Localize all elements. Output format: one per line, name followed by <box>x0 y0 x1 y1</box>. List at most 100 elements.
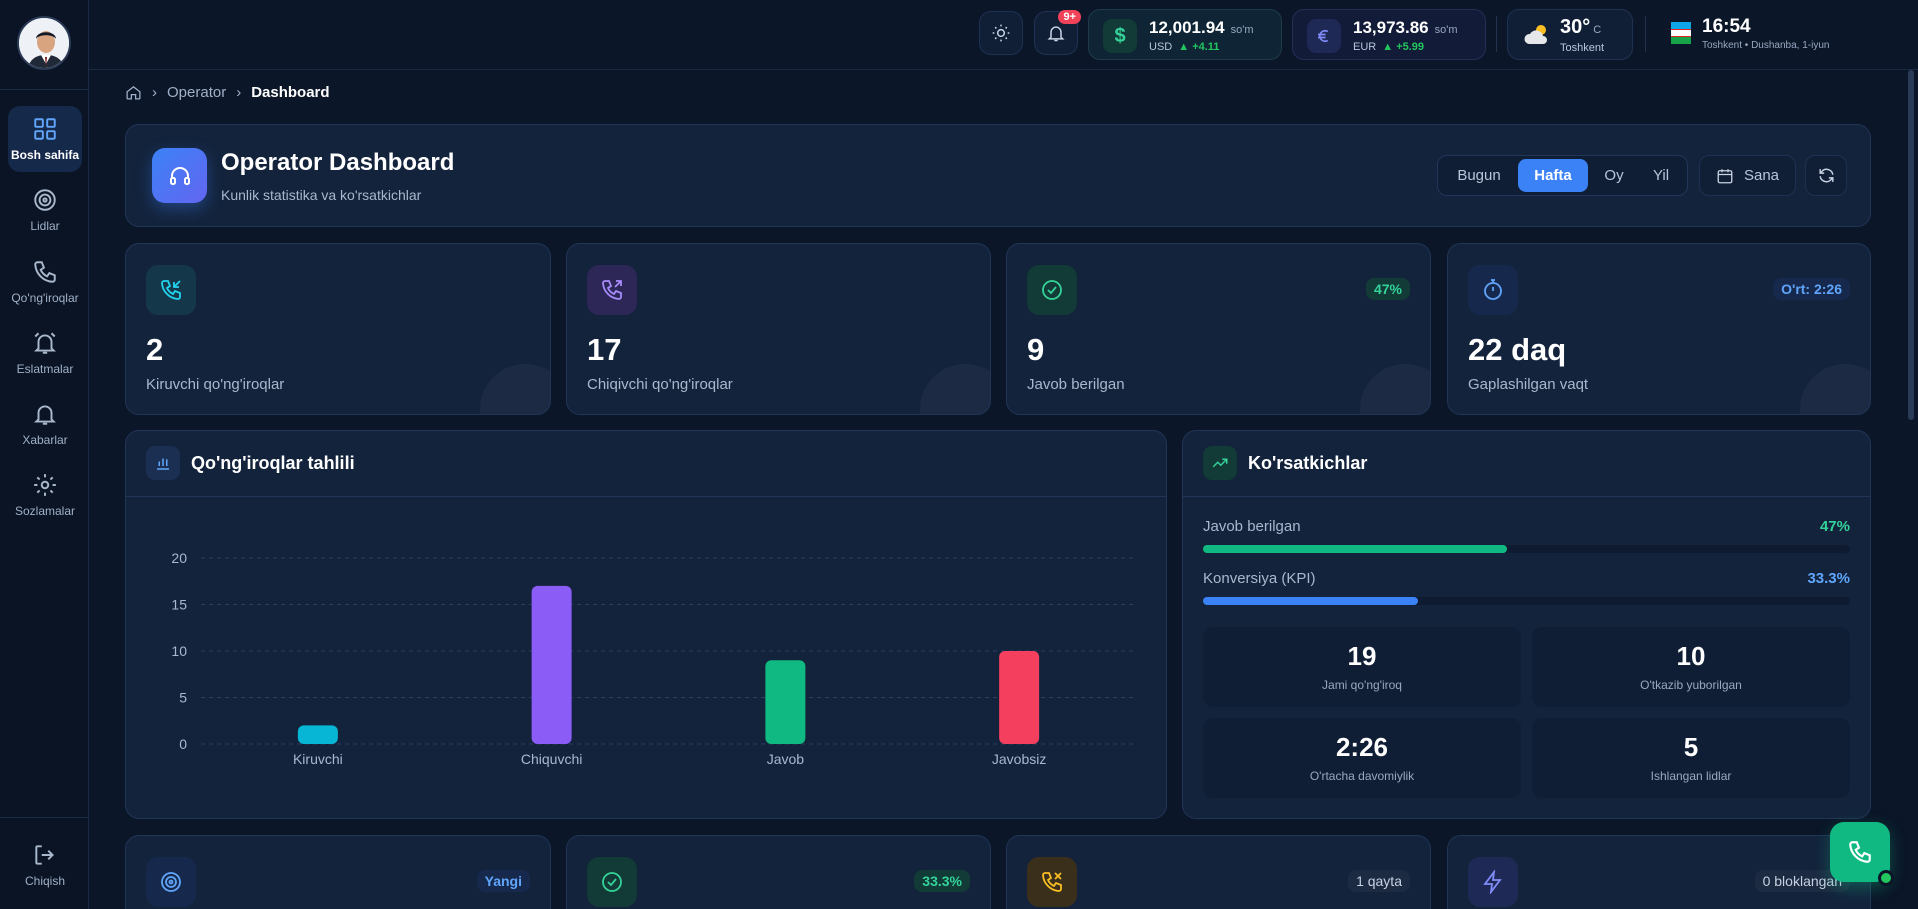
eur-value: 13,973.86 <box>1353 18 1429 37</box>
trending-up-icon <box>1212 458 1228 468</box>
weather-widget[interactable]: 30° C Toshkent <box>1507 9 1633 60</box>
sidebar-divider <box>0 817 89 818</box>
check-circle-icon <box>602 872 622 892</box>
stat-card-callbacks[interactable]: 1 qayta <box>1006 835 1431 909</box>
alarm-icon <box>33 332 57 354</box>
decorative-circle <box>1800 364 1870 414</box>
stat-card-incoming[interactable]: 2 Kiruvchi qo'ng'iroqlar <box>125 243 551 415</box>
stat-card-conversion[interactable]: 33.3% <box>566 835 991 909</box>
sidebar-item-label: Eslatmalar <box>16 362 74 376</box>
sidebar-item-settings[interactable]: Sozlamalar <box>8 462 82 528</box>
sidebar-item-home[interactable]: Bosh sahifa <box>8 106 82 172</box>
mini-stat-label: Jami qo'ng'iroq <box>1322 678 1402 692</box>
logout-button[interactable]: Chiqish <box>8 832 82 898</box>
chart-bars: Kiruvchi Chiquvchi Javob Javobsiz <box>293 585 1046 767</box>
euro-sign-icon <box>1318 29 1329 43</box>
mini-stat-value: 10 <box>1676 641 1706 671</box>
breadcrumb: › Operator › Dashboard <box>125 84 330 101</box>
stat-card-new-leads[interactable]: Yangi <box>125 835 551 909</box>
period-month-button[interactable]: Oy <box>1604 167 1624 184</box>
sidebar-item-reminders[interactable]: Eslatmalar <box>8 320 82 386</box>
usd-rate-widget[interactable]: $ 12,001.94 so'm USD ▲ +4.11 <box>1088 9 1282 60</box>
target-icon <box>34 189 56 211</box>
home-icon[interactable] <box>125 84 142 101</box>
decorative-circle <box>480 364 550 414</box>
lightning-icon <box>1483 870 1502 894</box>
logout-label: Chiqish <box>24 874 66 888</box>
calls-bar-chart: 0 5 10 15 20 Kiruvchi Chiquvchi Javob Javobsiz <box>171 550 1136 767</box>
mini-stat-processed-leads: 5 Ishlangan lidlar <box>1532 718 1850 798</box>
stat-value: 2 <box>146 332 164 367</box>
refresh-icon <box>1818 168 1834 183</box>
stat-icon-box <box>587 265 637 315</box>
panel-icon-box <box>146 446 180 480</box>
breadcrumb-parent[interactable]: Operator <box>167 84 227 101</box>
phone-outgoing-icon <box>602 280 622 300</box>
theme-toggle-button[interactable] <box>979 11 1023 55</box>
usd-rate-sub: USD ▲ +4.11 <box>1149 41 1219 53</box>
stat-icon-box <box>587 857 637 907</box>
stat-card-answered[interactable]: 47% 9 Javob berilgan <box>1006 243 1431 415</box>
period-today-button[interactable]: Bugun <box>1457 167 1501 184</box>
avatar[interactable] <box>17 16 71 70</box>
partly-cloudy-icon <box>1524 25 1547 44</box>
phone-missed-icon <box>1042 872 1062 892</box>
stat-icon-box <box>146 265 196 315</box>
usd-unit: so'm <box>1230 24 1254 36</box>
weather-temp-value: 30° <box>1560 16 1591 38</box>
breadcrumb-current: Dashboard <box>251 84 330 101</box>
mini-stat-value: 2:26 <box>1335 732 1389 762</box>
bar-javobsiz[interactable] <box>999 651 1040 744</box>
sidebar-item-calls[interactable]: Qo'ng'iroqlar <box>8 249 82 315</box>
weather-unit: C <box>1593 24 1602 36</box>
stat-label: Chiqivchi qo'ng'iroqlar <box>587 376 733 393</box>
eur-code: EUR <box>1353 41 1377 53</box>
clock-widget[interactable]: 16:54 Toshkent • Dushanba, 1-iyun <box>1671 12 1918 58</box>
refresh-button[interactable] <box>1805 155 1847 196</box>
check-circle-icon <box>1042 280 1062 300</box>
kpi-label-conversion: Konversiya (KPI) <box>1203 570 1316 587</box>
sidebar-item-leads[interactable]: Lidlar <box>8 177 82 243</box>
callbacks-chip: 1 qayta <box>1348 870 1410 892</box>
kpi-progress-answered <box>1203 545 1850 553</box>
mini-stat-value: 5 <box>1683 732 1699 762</box>
usd-value: 12,001.94 <box>1149 18 1225 37</box>
notifications-button[interactable]: 9+ <box>1034 10 1081 55</box>
stat-label: Gaplashilgan vaqt <box>1468 376 1589 393</box>
period-year-button[interactable]: Yil <box>1652 167 1670 184</box>
topbar-divider <box>1645 16 1646 52</box>
bell-icon <box>1047 26 1065 42</box>
sidebar-item-label: Sozlamalar <box>14 504 76 518</box>
stat-card-outgoing[interactable]: 17 Chiqivchi qo'ng'iroqlar <box>566 243 991 415</box>
sidebar-item-messages[interactable]: Xabarlar <box>8 391 82 457</box>
y-tick-label: 0 <box>179 736 187 752</box>
usd-change: ▲ +4.11 <box>1178 41 1220 53</box>
bar-chiquvchi[interactable] <box>531 585 572 744</box>
stat-card-blocked[interactable]: 0 bloklangan <box>1447 835 1871 909</box>
stat-card-talk-time[interactable]: O'rt: 2:26 22 daq Gaplashilgan vaqt <box>1447 243 1871 415</box>
page-scrollbar[interactable] <box>1908 70 1914 420</box>
sidebar-divider <box>0 89 89 90</box>
calls-analysis-panel: Qo'ng'iroqlar tahlili 0 5 10 15 20 Kiruvchi C… <box>125 430 1167 819</box>
date-picker-button[interactable]: Sana <box>1699 155 1796 196</box>
period-week-button[interactable]: Hafta <box>1518 159 1588 192</box>
gear-icon <box>34 474 56 496</box>
mini-stat-label: Ishlangan lidlar <box>1650 769 1732 783</box>
weather-temp: 30° C <box>1560 16 1601 39</box>
page-title: Operator Dashboard <box>221 149 455 176</box>
y-tick-label: 20 <box>171 550 187 566</box>
headset-icon-box <box>152 148 207 203</box>
date-picker-label: Sana <box>1743 167 1780 184</box>
bar-kiruvchi[interactable] <box>297 725 338 744</box>
dollar-icon: $ <box>1103 19 1137 53</box>
bar-javob[interactable] <box>765 660 806 744</box>
floating-call-button[interactable] <box>1830 822 1894 886</box>
sidebar-item-label: Qo'ng'iroqlar <box>11 291 79 305</box>
topbar: 9+ $ 12,001.94 so'm USD ▲ +4.11 13,973.86 s… <box>89 0 1918 70</box>
average-time-chip: O'rt: 2:26 <box>1773 278 1850 300</box>
stat-value: 22 daq <box>1468 332 1567 367</box>
stat-icon-box <box>1027 265 1077 315</box>
eur-rate-widget[interactable]: 13,973.86 so'm EUR ▲ +5.99 <box>1292 9 1486 60</box>
topbar-divider <box>1496 16 1497 52</box>
blocked-chip: 0 bloklangan <box>1754 870 1850 892</box>
